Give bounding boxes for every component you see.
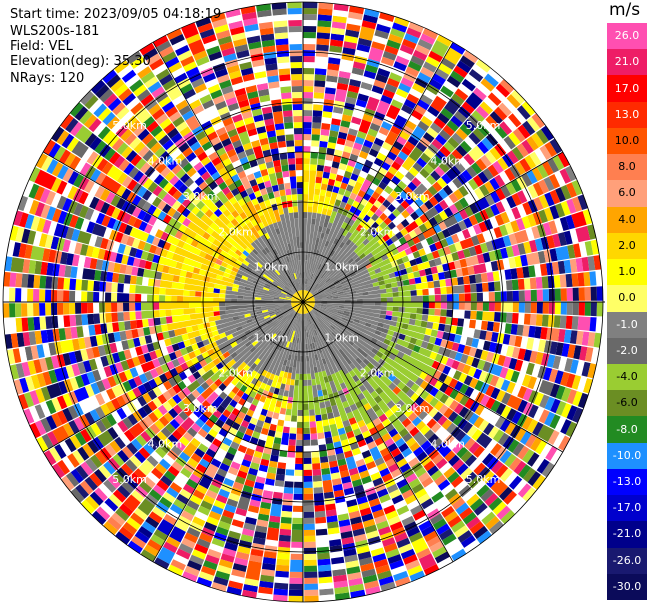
ppi-gate-group bbox=[45, 2, 597, 590]
azimuth-spokes bbox=[3, 2, 605, 602]
start-time-label: Start time: 2023/09/05 04:18:19 bbox=[10, 7, 222, 22]
colorbar-tick-label: 21.0 bbox=[614, 55, 640, 69]
colorbar-tick-label: -26.0 bbox=[612, 553, 642, 567]
colorbar-segment bbox=[607, 573, 647, 601]
colorbar-tick-label: -6.0 bbox=[616, 396, 638, 410]
elevation-label: Elevation(deg): 35.30 bbox=[10, 54, 151, 69]
colorbar-segment bbox=[607, 337, 647, 365]
ppi-gate-group bbox=[3, 26, 597, 602]
colorbar-tick-label: 17.0 bbox=[614, 81, 640, 95]
colorbar-tick-label: 1.0 bbox=[618, 265, 636, 279]
range-ring-label: 5.0km bbox=[112, 119, 147, 132]
colorbar-tick-label: 4.0 bbox=[618, 212, 636, 226]
colorbar-tick-label: -1.0 bbox=[616, 317, 638, 331]
colorbar-tick-label: 6.0 bbox=[618, 186, 636, 200]
colorbar-tick-label: 10.0 bbox=[614, 134, 640, 148]
colorbar-segment bbox=[607, 285, 647, 312]
colorbar-segment bbox=[607, 206, 647, 234]
colorbar-tick-label: 0.0 bbox=[618, 291, 636, 305]
instrument-label: WLS200s-181 bbox=[10, 24, 100, 39]
range-ring-label: 4.0km bbox=[430, 155, 465, 168]
colorbar-segment bbox=[607, 495, 647, 522]
ppi-gate-group bbox=[15, 15, 593, 603]
colorbar-tick-label: 26.0 bbox=[614, 29, 640, 43]
range-ring-label: 2.0km bbox=[218, 367, 253, 380]
azimuth-spoke bbox=[302, 301, 454, 563]
colorbar-tick-label: -17.0 bbox=[612, 501, 642, 515]
azimuth-spoke bbox=[302, 151, 564, 303]
colorbar-segment bbox=[607, 232, 647, 260]
range-ring-label: 2.0km bbox=[360, 225, 395, 238]
azimuth-spoke bbox=[302, 301, 564, 453]
colorbar-tick-label: -10.0 bbox=[612, 448, 642, 462]
colorbar-tick-label: 8.0 bbox=[618, 160, 636, 174]
colorbar-segment bbox=[607, 311, 647, 339]
ppi-gate-group bbox=[9, 2, 604, 595]
colorbar-tick-label: -8.0 bbox=[616, 422, 638, 436]
colorbar-segment bbox=[607, 101, 647, 129]
range-ring-label: 3.0km bbox=[395, 190, 430, 203]
range-ring-label: 2.0km bbox=[218, 225, 253, 238]
range-ring-label: 5.0km bbox=[466, 119, 501, 132]
colorbar-segment bbox=[607, 442, 647, 470]
range-ring-label: 5.0km bbox=[112, 473, 147, 486]
azimuth-spoke bbox=[42, 301, 304, 453]
azimuth-spoke bbox=[152, 301, 304, 563]
field-label: Field: VEL bbox=[10, 39, 73, 54]
range-ring-label: 5.0km bbox=[466, 473, 501, 486]
ppi-gates bbox=[3, 2, 604, 603]
colorbar-unit: m/s bbox=[609, 0, 641, 20]
range-ring-label: 1.0km bbox=[324, 331, 359, 344]
range-ring-label: 4.0km bbox=[148, 155, 183, 168]
colorbar-segment bbox=[607, 521, 647, 549]
ppi-gate-group bbox=[15, 2, 594, 590]
colorbar-tick-label: -13.0 bbox=[612, 474, 642, 488]
colorbar-segment bbox=[607, 416, 647, 444]
range-ring-label: 1.0km bbox=[324, 261, 359, 274]
colorbar-tick-label: -4.0 bbox=[616, 370, 638, 384]
colorbar-segment bbox=[607, 468, 647, 496]
range-ring-label: 4.0km bbox=[430, 437, 465, 450]
azimuth-spoke bbox=[152, 41, 304, 303]
colorbar-segment bbox=[607, 154, 647, 181]
colorbar-tick-label: 2.0 bbox=[618, 238, 636, 252]
range-ring-label: 2.0km bbox=[360, 367, 395, 380]
colorbar-segment bbox=[607, 127, 647, 155]
colorbar: 26.0 21.0 17.0 13.0 10.0 8.0 6.0 4.0 2.0 1.0 0.0 -1… bbox=[607, 23, 647, 601]
range-ring-label: 1.0km bbox=[254, 261, 289, 274]
colorbar-tick-label: -21.0 bbox=[612, 527, 642, 541]
colorbar-segment bbox=[607, 259, 647, 286]
colorbar-segment bbox=[607, 75, 647, 103]
range-ring-labels: 1.0km 1.0km 1.0km 1.0km 2.0km 2.0km 2.0km 2.0km… bbox=[112, 119, 500, 486]
colorbar-tick-label: 13.0 bbox=[614, 107, 640, 121]
range-ring-label: 3.0km bbox=[395, 402, 430, 415]
ppi-gate-group bbox=[18, 5, 602, 595]
range-ring-label: 3.0km bbox=[183, 402, 218, 415]
nrays-label: NRays: 120 bbox=[10, 71, 85, 86]
colorbar-segment bbox=[607, 23, 647, 50]
colorbar-segment bbox=[607, 49, 647, 76]
ppi-gate-group bbox=[3, 9, 603, 602]
colorbar-segment bbox=[607, 390, 647, 417]
range-ring-label: 4.0km bbox=[148, 437, 183, 450]
colorbar-segment bbox=[607, 547, 647, 575]
range-ring-label: 1.0km bbox=[254, 331, 289, 344]
colorbar-tick-label: -2.0 bbox=[616, 343, 638, 357]
azimuth-spoke bbox=[42, 151, 304, 303]
range-ring-label: 3.0km bbox=[183, 190, 218, 203]
colorbar-segment bbox=[607, 363, 647, 391]
colorbar-tick-label: -30.0 bbox=[612, 579, 642, 593]
azimuth-spoke bbox=[302, 41, 454, 303]
colorbar-segment bbox=[607, 180, 647, 208]
